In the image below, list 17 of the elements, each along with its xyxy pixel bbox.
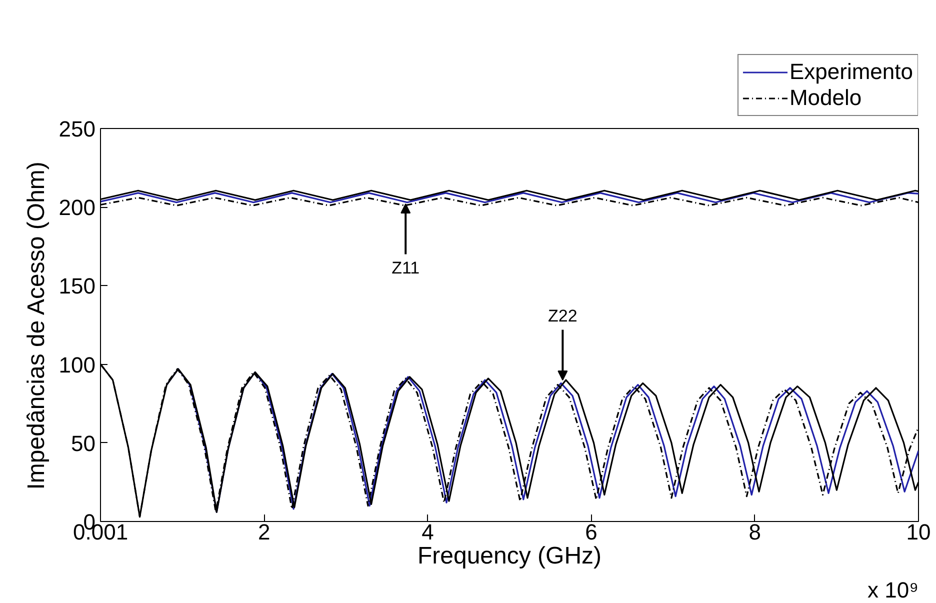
annotation: Z22 — [548, 306, 578, 326]
x-tick-label: 6 — [585, 520, 598, 544]
y-tick-label: 100 — [58, 352, 96, 378]
x-tick-label: 2 — [258, 520, 270, 544]
x-tick-label: 10 — [906, 520, 931, 544]
y-axis-title: Impedâncias de Acesso (Ohm) — [22, 162, 50, 490]
y-tick-label: 250 — [58, 116, 96, 142]
x-tick-label: 4 — [422, 520, 434, 544]
y-tick-label: 150 — [58, 274, 96, 299]
x-tick-label: 8 — [748, 520, 762, 544]
y-tick-label: 50 — [71, 430, 96, 456]
legend-label: Modelo — [789, 85, 862, 111]
legend-label: Experimento — [789, 59, 913, 85]
x-axis-title: Frequency (GHz) — [417, 542, 602, 570]
annotation: Z11 — [392, 258, 420, 278]
text: x 10⁹ — [867, 578, 919, 602]
y-tick-label: 200 — [58, 195, 96, 220]
